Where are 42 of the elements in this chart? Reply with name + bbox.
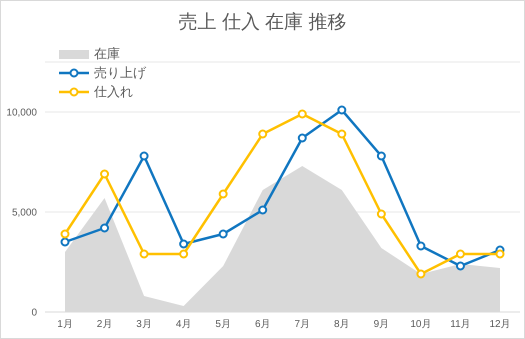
point bbox=[258, 206, 268, 214]
legend-label: 売り上げ bbox=[94, 64, 146, 81]
point bbox=[258, 130, 268, 138]
point bbox=[496, 250, 504, 258]
point bbox=[298, 134, 307, 142]
x-tick-label: 2月 bbox=[96, 319, 112, 330]
point bbox=[140, 250, 149, 258]
point bbox=[60, 238, 70, 246]
point bbox=[456, 250, 465, 258]
x-tick-label: 3月 bbox=[136, 319, 152, 330]
y-tick-label: 0 bbox=[31, 308, 38, 319]
x-tick-label: 5月 bbox=[215, 319, 231, 330]
x-tick-label: 12月 bbox=[489, 319, 511, 330]
point bbox=[376, 210, 386, 218]
x-tick-label: 1月 bbox=[57, 319, 73, 330]
x-tick-label: 10月 bbox=[410, 319, 432, 330]
point bbox=[337, 106, 346, 114]
x-tick-label: 11月 bbox=[450, 319, 471, 330]
point bbox=[60, 230, 70, 238]
legend-label: 在庫 bbox=[94, 45, 120, 62]
x-tick-label: 8月 bbox=[334, 319, 350, 330]
y-tick-label: 10,000 bbox=[6, 108, 38, 119]
point bbox=[140, 152, 149, 160]
x-tick-label: 9月 bbox=[374, 319, 390, 330]
x-tick-label: 7月 bbox=[294, 319, 310, 330]
point bbox=[416, 242, 426, 250]
x-tick-label: 4月 bbox=[176, 319, 192, 330]
point bbox=[218, 230, 228, 238]
y-tick-label: 5,000 bbox=[12, 208, 38, 219]
point bbox=[298, 110, 307, 118]
point bbox=[100, 170, 110, 178]
legend-label: 仕入れ bbox=[94, 83, 133, 100]
point bbox=[456, 262, 465, 270]
point bbox=[337, 130, 346, 138]
point bbox=[416, 270, 426, 278]
x-tick-label: 6月 bbox=[254, 319, 271, 330]
point bbox=[179, 240, 188, 248]
point bbox=[100, 224, 110, 232]
point bbox=[179, 250, 188, 258]
point bbox=[376, 152, 386, 160]
point bbox=[218, 190, 228, 198]
chart-title: 売上 仕入 在庫 推移 bbox=[178, 11, 348, 35]
